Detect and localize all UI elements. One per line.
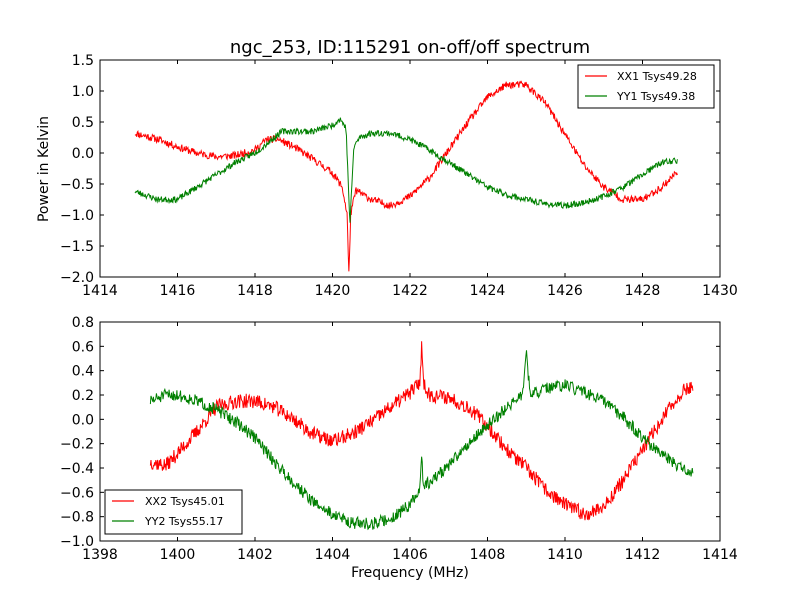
bottom-x-axis-label: Frequency (MHz): [351, 565, 469, 581]
top-series-line-1: [134, 80, 678, 272]
bottom-x-tick-label: 1402: [237, 547, 273, 563]
top-y-tick-label: 0.0: [72, 146, 94, 162]
top-legend: XX1 Tsys49.28 YY1 Tsys49.38: [577, 64, 715, 109]
top-series-line-2: [134, 117, 678, 223]
bottom-x-tick-label: 1414: [702, 547, 738, 563]
top-x-tick-label: 1426: [547, 283, 583, 299]
bottom-series-line-2: [149, 350, 694, 531]
top-y-tick-label: 0.5: [72, 115, 94, 131]
bottom-y-tick-label: −0.8: [60, 510, 94, 526]
bottom-x-tick-label: 1404: [315, 547, 351, 563]
top-subplot: ngc_253, ID:115291 on-off/off spectrum P…: [36, 37, 738, 299]
bottom-y-tick-label: −0.6: [60, 485, 94, 501]
bottom-plot-area: [149, 341, 694, 531]
top-x-tick-label: 1428: [625, 283, 661, 299]
top-x-tick-label: 1414: [82, 283, 118, 299]
bottom-y-tick-label: 0.4: [72, 364, 94, 380]
top-plot-area: [134, 80, 678, 272]
bottom-legend: XX2 Tsys45.01 YY2 Tsys55.17: [104, 489, 243, 535]
top-x-tick-label: 1422: [392, 283, 428, 299]
top-legend-label-xx1: XX1 Tsys49.28: [617, 70, 697, 83]
bottom-y-tick-label: −1.0: [60, 534, 94, 550]
bottom-y-tick-label: 0.0: [72, 412, 94, 428]
top-y-axis-label: Power in Kelvin: [36, 116, 52, 222]
top-x-tick-label: 1420: [315, 283, 351, 299]
bottom-legend-label-yy2: YY2 Tsys55.17: [144, 515, 223, 528]
bottom-x-tick-label: 1410: [547, 547, 583, 563]
top-chart-title: ngc_253, ID:115291 on-off/off spectrum: [230, 37, 590, 58]
bottom-y-tick-label: −0.4: [60, 461, 94, 477]
bottom-x-tick-label: 1398: [82, 547, 118, 563]
bottom-x-tick-label: 1412: [625, 547, 661, 563]
top-x-tick-label: 1418: [237, 283, 273, 299]
top-legend-box: [577, 64, 715, 109]
top-legend-label-yy1: YY1 Tsys49.38: [616, 90, 695, 103]
bottom-subplot: 1398 1400 1402 1404 1406 1408 1410 1412 1414 −1.0…: [60, 315, 738, 581]
top-x-tick-label: 1430: [702, 283, 738, 299]
top-y-tick-label: 1.0: [72, 84, 94, 100]
bottom-y-tick-label: −0.2: [60, 437, 94, 453]
bottom-legend-label-xx2: XX2 Tsys45.01: [145, 495, 225, 508]
bottom-x-tick-label: 1406: [392, 547, 428, 563]
top-axis-ticks: 1414 1416 1418 1420 1422 1424 1426 1428 1430 −2.0…: [60, 53, 738, 299]
top-y-tick-label: −1.5: [60, 239, 94, 255]
top-y-tick-label: −0.5: [60, 177, 94, 193]
bottom-legend-box: [104, 489, 243, 535]
bottom-y-tick-label: 0.2: [72, 388, 94, 404]
bottom-y-tick-label: 0.8: [72, 315, 94, 331]
top-y-tick-label: −1.0: [60, 208, 94, 224]
bottom-series-line-1: [149, 341, 694, 521]
bottom-axis-ticks: 1398 1400 1402 1404 1406 1408 1410 1412 1414 −1.0…: [60, 315, 738, 563]
top-y-tick-label: 1.5: [72, 53, 94, 69]
top-y-tick-label: −2.0: [60, 270, 94, 286]
top-x-tick-label: 1424: [470, 283, 506, 299]
top-x-tick-label: 1416: [160, 283, 196, 299]
bottom-y-tick-label: 0.6: [72, 339, 94, 355]
bottom-x-tick-label: 1408: [470, 547, 506, 563]
bottom-x-tick-label: 1400: [160, 547, 196, 563]
